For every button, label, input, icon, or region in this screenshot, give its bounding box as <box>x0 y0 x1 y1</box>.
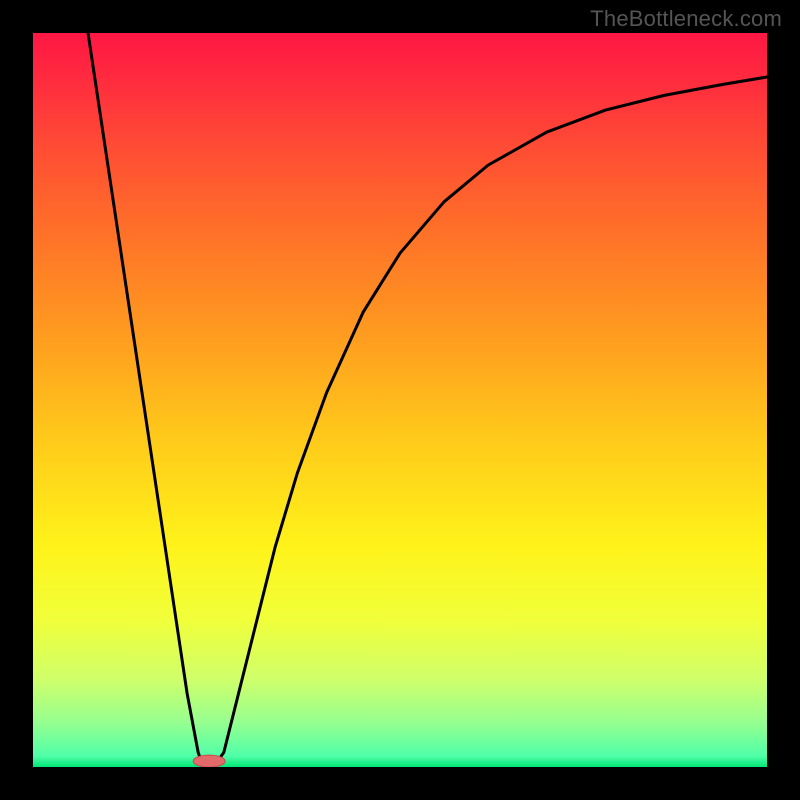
optimum-marker <box>193 755 225 767</box>
watermark-text: TheBottleneck.com <box>590 6 782 32</box>
chart-svg <box>33 33 767 767</box>
plot-area <box>33 33 767 767</box>
chart-frame: TheBottleneck.com <box>0 0 800 800</box>
